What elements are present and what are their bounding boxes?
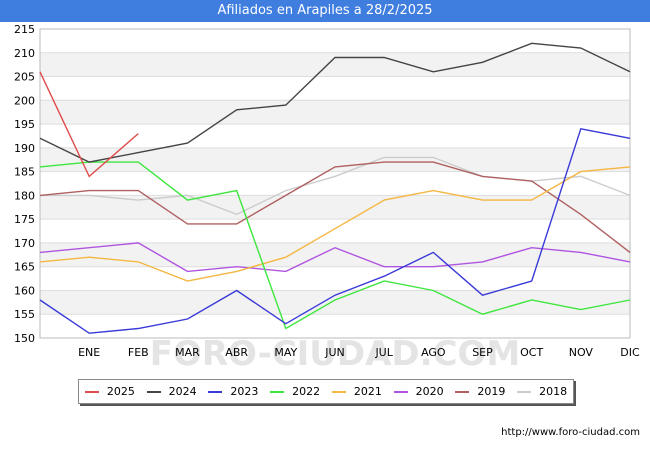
- x-tick-label: NOV: [569, 346, 594, 359]
- plot-band: [40, 266, 630, 291]
- x-tick-label: ABR: [225, 346, 248, 359]
- plot-band: [40, 100, 630, 125]
- series-line-2020: [39, 242, 631, 273]
- plot-border: [39, 28, 631, 339]
- legend-label: 2021: [353, 385, 382, 398]
- legend-label: 2019: [477, 385, 506, 398]
- x-tick-label: ENE: [78, 346, 100, 359]
- plot-band: [40, 124, 630, 148]
- plot-band: [40, 314, 630, 338]
- plot-background: [40, 29, 630, 338]
- legend-swatch: [270, 390, 285, 393]
- x-tick-label: MAY: [274, 346, 297, 359]
- y-tick-label: 205: [14, 71, 35, 84]
- x-tick-label: DIC: [620, 346, 640, 359]
- legend-item-2019: 2019: [455, 385, 505, 398]
- legend-item-2023: 2023: [208, 385, 258, 398]
- y-tick-label: 200: [14, 94, 35, 107]
- x-tick-label: MAR: [175, 346, 200, 359]
- plot-band: [40, 147, 630, 172]
- series-line-2021: [39, 166, 631, 282]
- legend-item-2021: 2021: [331, 385, 382, 398]
- legend-swatch: [146, 390, 161, 393]
- x-axis: ENE FEB MAR ABR MAY JUN JUL AGO SEP OCT NOV DIC: [78, 346, 640, 359]
- series-line-2023: [39, 127, 631, 334]
- plot-band: [40, 242, 630, 267]
- x-tick-label: FEB: [128, 346, 149, 359]
- legend-item-2020: 2020: [393, 385, 444, 398]
- plot-band: [40, 76, 630, 101]
- x-tick-label: OCT: [520, 346, 543, 359]
- legend-label: 2024: [168, 385, 197, 398]
- legend-label: 2020: [415, 385, 444, 398]
- legend-swatch: [331, 390, 346, 393]
- x-tick-label: JUL: [374, 346, 393, 359]
- y-tick-label: 195: [14, 118, 35, 131]
- x-tick-label: AGO: [421, 346, 446, 359]
- y-tick-label: 190: [14, 142, 35, 155]
- legend-label: 2018: [539, 385, 568, 398]
- x-tick-label: JUN: [324, 346, 345, 359]
- watermark: FORO-CIUDAD.COM: [150, 334, 521, 374]
- plot-band: [40, 195, 630, 220]
- series-line-2025: [39, 71, 139, 178]
- legend-item-2018: 2018: [517, 385, 567, 398]
- legend-item-2025: 2025: [84, 385, 135, 398]
- y-tick-label: 175: [14, 213, 35, 226]
- y-tick-label: 170: [14, 237, 35, 250]
- legend-swatch: [455, 390, 470, 393]
- plot-band: [40, 52, 630, 77]
- legend-label: 2023: [230, 385, 259, 398]
- legend-item-2024: 2024: [146, 385, 197, 398]
- y-tick-label: 185: [14, 166, 35, 179]
- chart-title: Afiliados en Arapiles a 28/2/2025: [0, 0, 650, 22]
- legend-label: 2022: [292, 385, 321, 398]
- series-line-2019: [39, 161, 631, 253]
- plot-band: [40, 219, 630, 243]
- y-tick-label: 160: [14, 284, 35, 297]
- y-tick-label: 210: [14, 47, 35, 60]
- legend-swatch: [84, 390, 99, 393]
- series-lines: [39, 42, 631, 334]
- legend-swatch: [517, 390, 532, 393]
- legend-swatch: [393, 390, 408, 393]
- x-tick-label: SEP: [472, 346, 493, 359]
- y-axis: 150 155 160 165 170 175 180 185 190 195 200 205 210 2…: [14, 23, 35, 345]
- series-line-2024: [39, 42, 631, 163]
- y-tick-label: 150: [14, 332, 35, 345]
- plot-band: [40, 171, 630, 196]
- plot-band: [40, 29, 630, 53]
- footer-url: http://www.foro-ciudad.com: [501, 427, 640, 438]
- legend: 2025 2024 2023 2022 2021 2020 2019 2018: [78, 379, 574, 404]
- legend-swatch: [208, 390, 223, 393]
- y-tick-label: 215: [14, 23, 35, 36]
- y-tick-label: 180: [14, 189, 35, 202]
- legend-item-2022: 2022: [270, 385, 320, 398]
- y-tick-label: 155: [14, 308, 35, 321]
- y-tick-label: 165: [14, 261, 35, 274]
- legend-label: 2025: [106, 385, 135, 398]
- series-line-2022: [39, 161, 631, 330]
- plot-band: [40, 290, 630, 315]
